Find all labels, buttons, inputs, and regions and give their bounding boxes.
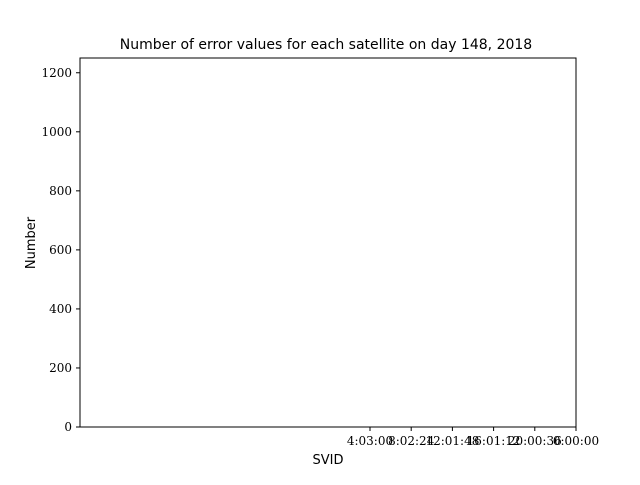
chart-title: Number of error values for each satellit… xyxy=(120,37,532,53)
x-tick-label: 4:03:00 xyxy=(347,434,393,448)
y-axis-label: Number xyxy=(24,216,39,269)
y-tick-label: 0 xyxy=(64,420,72,434)
y-axis: 0 200 400 600 800 1000 1200 xyxy=(41,66,80,434)
y-tick-label: 800 xyxy=(49,184,72,198)
y-tick-label: 600 xyxy=(49,243,72,257)
y-tick-label: 1200 xyxy=(41,66,72,80)
plot-area-frame xyxy=(79,57,577,428)
x-tick-label: 16:01:12 xyxy=(467,434,521,448)
x-tick-label: 20:00:36 xyxy=(508,434,562,448)
x-axis-label: SVID xyxy=(313,453,344,468)
x-tick-label: 0:00:00 xyxy=(553,434,599,448)
y-tick-label: 1000 xyxy=(41,125,72,139)
y-tick-label: 400 xyxy=(49,302,72,316)
x-tick-label: 12:01:48 xyxy=(425,434,479,448)
y-tick-label: 200 xyxy=(49,361,72,375)
x-axis: 4:03:008:02:2412:01:4816:01:1220:00:360:… xyxy=(347,427,599,448)
x-tick-label: 8:02:24 xyxy=(388,434,435,448)
